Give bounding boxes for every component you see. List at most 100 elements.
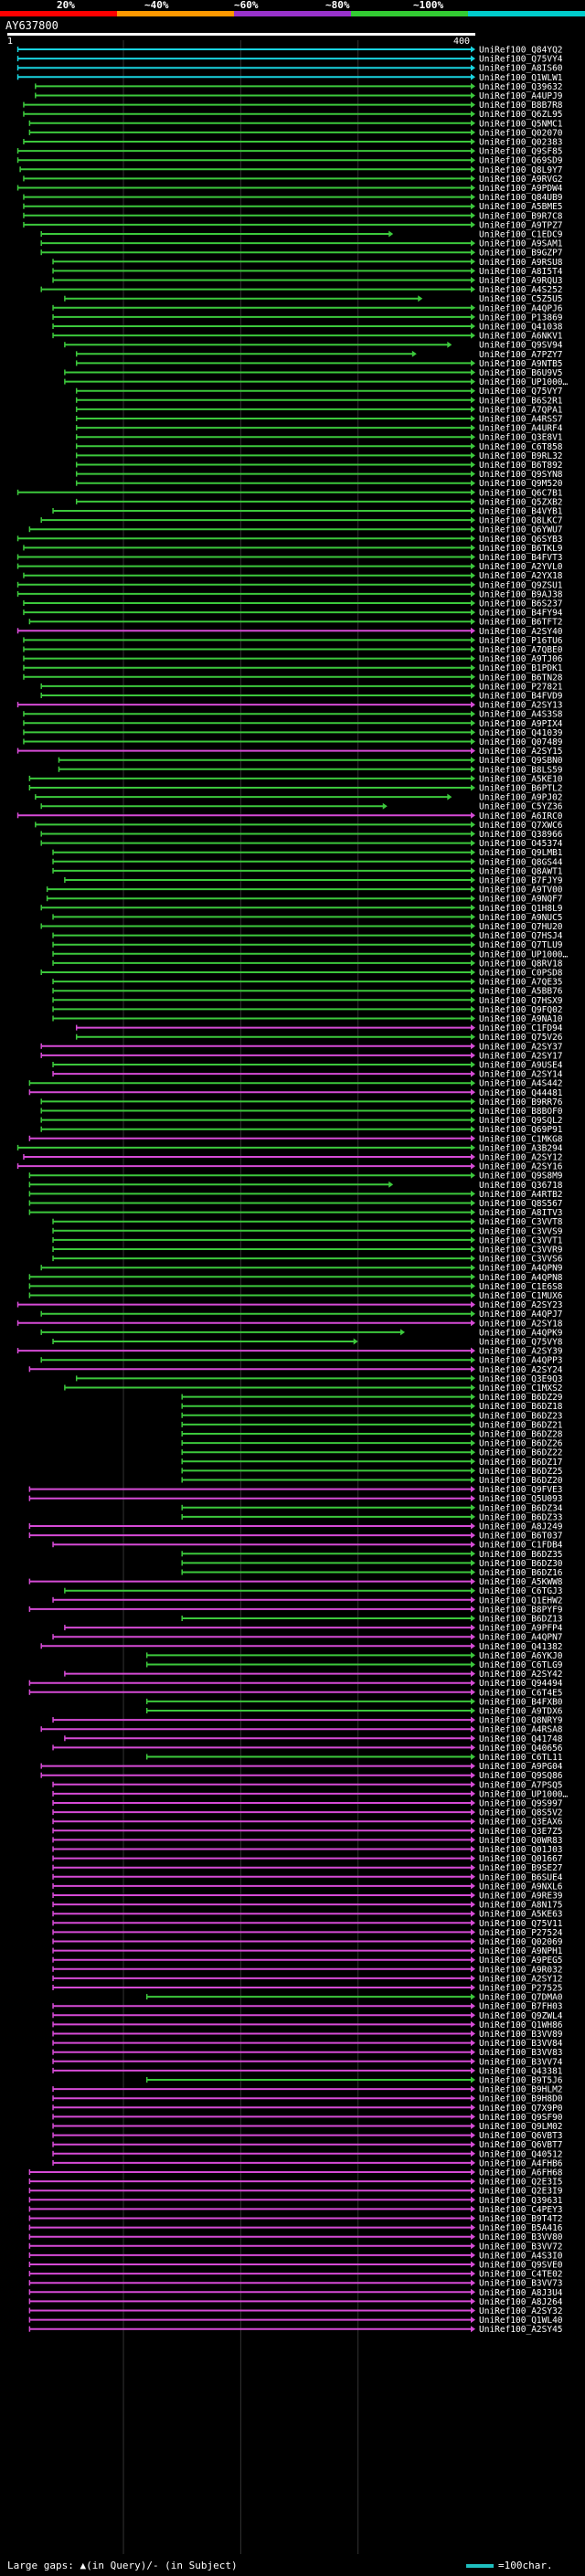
legend-label-20: 20%	[57, 0, 75, 11]
hit-row: UniRef100_B6U9V5	[64, 368, 563, 378]
hit-row: UniRef100_Q1H8L9	[40, 904, 563, 914]
hit-end-arrow	[388, 1181, 394, 1188]
hit-label: UniRef100_A3B294	[479, 1143, 563, 1153]
hit-end-arrow	[471, 489, 475, 496]
hit-label: UniRef100_A9PDW4	[479, 184, 563, 194]
scale-start-label: 1	[7, 37, 14, 47]
hit-row: UniRef100_A6NKV1	[52, 332, 563, 342]
hit-row: UniRef100_C3VVT1	[52, 1235, 563, 1246]
hit-label: UniRef100_Q9LM02	[479, 2122, 563, 2132]
hit-end-arrow	[471, 535, 475, 542]
hit-end-arrow	[471, 1790, 475, 1797]
hit-row: UniRef100_Q8RV18	[52, 959, 563, 969]
hit-row: UniRef100_C6T858	[75, 442, 563, 452]
hit-row: UniRef100_Q8GS44	[52, 857, 563, 867]
hit-row: UniRef100_A9RSU8	[52, 258, 563, 268]
hit-end-arrow	[471, 1578, 475, 1585]
hit-end-arrow	[471, 1421, 475, 1428]
hit-label: UniRef100_B4FXB0	[479, 1697, 563, 1707]
hit-label: UniRef100_A9TPZ7	[479, 220, 563, 230]
hit-row: UniRef100_A5KE10	[28, 774, 563, 784]
hit-end-arrow	[471, 147, 475, 154]
hit-row: UniRef100_A7QPA1	[75, 405, 563, 415]
hit-row: UniRef100_B5A416	[28, 2223, 563, 2233]
hit-label: UniRef100_A9NQF7	[479, 895, 563, 905]
hit-label: UniRef100_A4QPN8	[479, 1273, 563, 1283]
hit-label: UniRef100_A2SY15	[479, 747, 563, 757]
hit-label: UniRef100_C1EDC9	[479, 230, 563, 240]
hit-row: UniRef100_A9SAM1	[40, 239, 563, 249]
hit-end-arrow	[471, 2150, 475, 2157]
hit-label: UniRef100_Q75V26	[479, 1033, 563, 1043]
hit-row: UniRef100_Q0WR83	[52, 1836, 563, 1846]
hit-end-arrow	[471, 1448, 475, 1456]
hit-row: UniRef100_Q3EAX6	[52, 1818, 563, 1828]
hit-label: UniRef100_Q9ZSU1	[479, 580, 563, 590]
hit-label: UniRef100_B6DZ33	[479, 1512, 563, 1522]
hit-label: UniRef100_A2SY37	[479, 1042, 563, 1052]
hit-end-arrow	[471, 904, 475, 911]
hit-end-arrow	[471, 849, 475, 856]
hit-end-arrow	[411, 350, 417, 357]
hit-label: UniRef100_Q7HSX9	[479, 996, 563, 1006]
hit-end-arrow	[471, 1928, 475, 1935]
hit-end-arrow	[471, 313, 475, 321]
hit-row: UniRef100_Q44481	[28, 1088, 563, 1098]
hit-end-arrow	[471, 2141, 475, 2148]
hit-end-arrow	[471, 1495, 475, 1502]
hit-label: UniRef100_UP1000…	[479, 377, 569, 387]
hit-label: UniRef100_Q44481	[479, 1088, 563, 1098]
hit-end-arrow	[471, 2085, 475, 2093]
hit-label: UniRef100_B3VV80	[479, 2232, 563, 2242]
hit-end-arrow	[471, 1117, 475, 1124]
hit-row: UniRef100_A9TJ06	[23, 654, 563, 664]
hit-label: UniRef100_Q40656	[479, 1744, 563, 1754]
hit-end-arrow	[471, 1282, 475, 1289]
legend-label-40: ~40%	[144, 0, 169, 11]
hit-row: UniRef100_A4QPJ7	[40, 1309, 563, 1320]
hit-end-arrow	[471, 2030, 475, 2037]
hit-label: UniRef100_Q41038	[479, 323, 563, 333]
hit-row: UniRef100_Q41748	[64, 1734, 563, 1744]
hit-end-arrow	[471, 599, 475, 607]
hit-end-arrow	[471, 913, 475, 920]
hit-label: UniRef100_B9GZP7	[479, 249, 563, 259]
hit-label: UniRef100_A9PIX4	[479, 719, 563, 729]
hit-row: UniRef100_B6DZ29	[181, 1393, 563, 1403]
hit-end-arrow	[471, 2159, 475, 2167]
hit-end-arrow	[471, 728, 475, 736]
hit-end-arrow	[471, 156, 475, 164]
hit-end-arrow	[471, 1005, 475, 1012]
query-name: AY637800	[5, 19, 58, 32]
hit-row: UniRef100_A4RTB2	[28, 1190, 563, 1200]
hit-end-arrow	[471, 2094, 475, 2102]
hit-row: UniRef100_Q75VY7	[75, 387, 563, 397]
hit-label: UniRef100_A2YX18	[479, 571, 563, 581]
hit-label: UniRef100_Q39631	[479, 2196, 563, 2206]
hit-end-arrow	[471, 563, 475, 570]
hit-label: UniRef100_B6DZ21	[479, 1420, 563, 1430]
hit-end-arrow	[471, 415, 475, 422]
hit-end-arrow	[471, 1052, 475, 1059]
hit-label: UniRef100_Q39632	[479, 82, 563, 92]
hit-label: UniRef100_A2SY12	[479, 1974, 563, 1984]
hit-end-arrow	[471, 2233, 475, 2241]
hit-end-arrow	[471, 46, 475, 53]
hit-row: UniRef100_Q75V11	[52, 1919, 563, 1929]
hit-row: UniRef100_A5BB76	[52, 987, 563, 997]
hit-row: UniRef100_Q9SF85	[16, 147, 563, 157]
hit-end-arrow	[471, 775, 475, 782]
hit-label: UniRef100_A2SY13	[479, 701, 563, 711]
hit-end-arrow	[471, 710, 475, 717]
hit-row: UniRef100_B3VV74	[52, 2057, 563, 2067]
hit-end-arrow	[471, 286, 475, 293]
hit-row: UniRef100_Q9S8M9	[28, 1171, 563, 1182]
hit-label: UniRef100_P16TU6	[479, 636, 563, 646]
hit-end-arrow	[471, 867, 475, 875]
hit-label: UniRef100_A4S252	[479, 285, 563, 295]
hit-row: UniRef100_A9NUC5	[52, 913, 563, 923]
hit-row: UniRef100_A9R032	[52, 1965, 563, 1975]
hit-label: UniRef100_B3VV84	[479, 2039, 563, 2049]
hit-row: UniRef100_Q6VBT7	[52, 2140, 563, 2150]
hit-row: UniRef100_B6DZ13	[181, 1615, 563, 1625]
